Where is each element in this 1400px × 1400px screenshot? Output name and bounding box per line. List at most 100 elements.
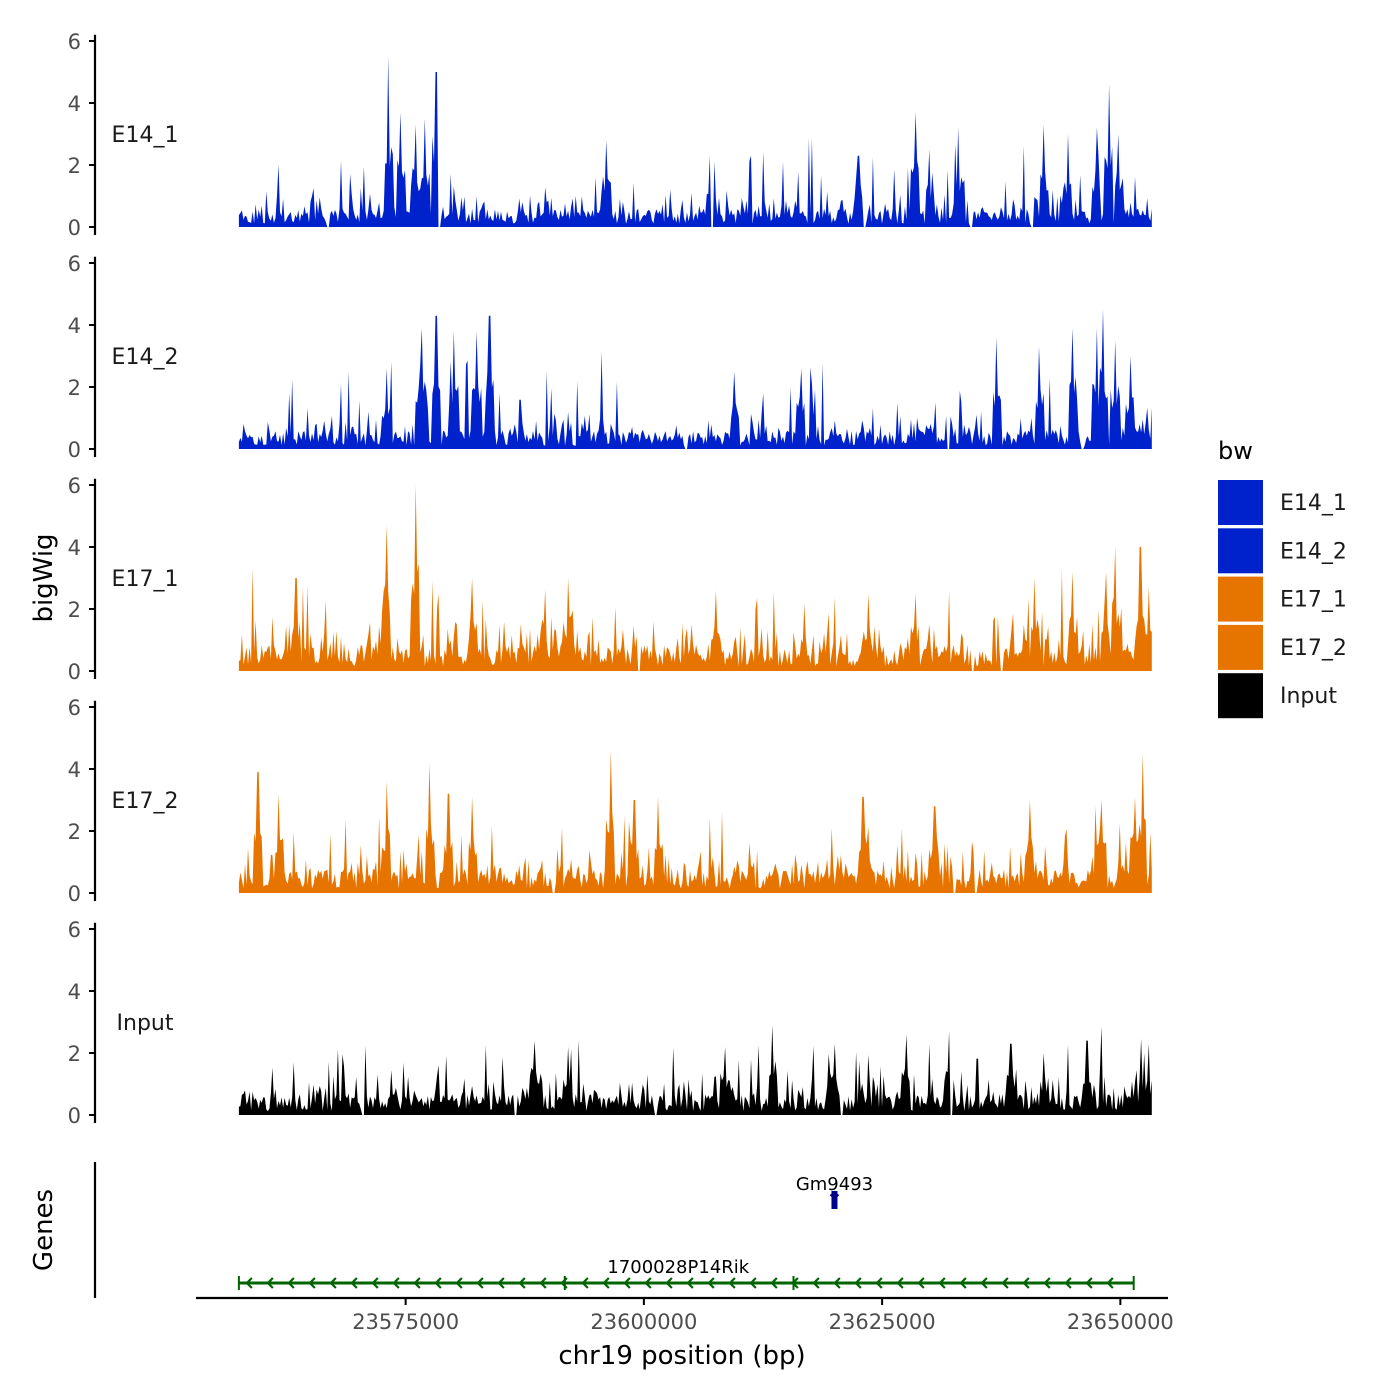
signal-tracks: 0 2 4 6 E14_1 0 2 4 6 E14_2 0 2 4 6 E17_1 0 2 4 6 E17_2 0 2 4 6… [68,30,1152,1128]
strand-arrow [623,1277,631,1289]
strand-arrow [455,1277,463,1289]
strand-arrow [854,1277,862,1289]
strand-arrow [1022,1277,1030,1289]
strand-arrow [1085,1277,1093,1289]
strand-arrow [1001,1277,1009,1289]
legend-label: E14_1 [1280,491,1347,516]
gene-label: Gm9493 [796,1174,873,1195]
legend-label: E17_1 [1280,588,1347,613]
track-label: E14_1 [112,123,179,148]
strand-arrow [829,1190,840,1197]
y-tick-label: 6 [68,696,81,720]
strand-arrow [686,1277,694,1289]
track-e17_2: 0 2 4 6 E17_2 [68,696,1152,906]
strand-arrow [581,1277,589,1289]
legend-entry-e17_2: E17_2 [1218,624,1347,670]
x-tick-label: 23575000 [352,1310,459,1334]
y-tick-label: 0 [68,660,81,684]
strand-arrow [959,1277,967,1289]
gene-gm9493: Gm9493 [796,1174,873,1209]
coverage-area [238,56,1152,227]
track-input: 0 2 4 6 Input [68,918,1152,1128]
track-e17_1: 0 2 4 6 E17_1 [68,474,1152,684]
y-tick-label: 0 [68,882,81,906]
y-tick-label: 4 [68,980,81,1004]
strand-arrow [434,1277,442,1289]
strand-arrow [707,1277,715,1289]
track-label: E17_1 [112,567,179,592]
strand-arrow [812,1277,820,1289]
strand-arrow [560,1277,568,1289]
gene-label: 1700028P14Rik [607,1257,749,1278]
legend-label: E14_2 [1280,539,1347,564]
strand-arrow [518,1277,526,1289]
y-tick-label: 6 [68,30,81,54]
y-tick-label: 6 [68,918,81,942]
legend-title: bw [1218,437,1253,465]
y-tick-label: 2 [68,820,81,844]
strand-arrow [287,1277,295,1289]
x-axis-title: chr19 position (bp) [558,1341,805,1371]
strand-arrow [749,1277,757,1289]
legend-label: E17_2 [1280,636,1347,661]
strand-arrow [644,1277,652,1289]
strand-arrow [413,1277,421,1289]
y-tick-label: 4 [68,758,81,782]
track-label: Input [117,1011,174,1036]
legend-swatch [1218,624,1263,670]
coverage-area [238,1025,1152,1115]
legend-entry-e14_1: E14_1 [1218,480,1347,525]
strand-arrow [770,1277,778,1289]
legend-swatch [1218,480,1263,525]
x-tick-label: 23600000 [590,1310,697,1334]
legend-swatch [1218,528,1263,574]
y-tick-label: 0 [68,1104,81,1128]
strand-arrow [917,1277,925,1289]
coverage-area [238,309,1152,449]
strand-arrow [728,1277,736,1289]
strand-arrow [266,1277,274,1289]
strand-arrow [980,1277,988,1289]
strand-arrow [329,1277,337,1289]
gene-1700028p14rik: 1700028P14Rik [237,1257,1135,1290]
y-tick-label: 6 [68,474,81,498]
y-tick-label: 4 [68,314,81,338]
strand-arrow [791,1277,799,1289]
y-tick-label: 4 [68,536,81,560]
strand-arrow [833,1277,841,1289]
y-tick-label: 2 [68,154,81,178]
gene-exon-block [831,1191,838,1209]
strand-arrow [245,1277,253,1289]
strand-arrow [875,1277,883,1289]
legend-label: Input [1280,684,1337,709]
strand-arrow [476,1277,484,1289]
y-tick-label: 0 [68,438,81,462]
track-e14_2: 0 2 4 6 E14_2 [68,252,1152,462]
strand-arrow [371,1277,379,1289]
strand-arrow [1043,1277,1051,1289]
legend-entry-e17_1: E17_1 [1218,576,1347,622]
strand-arrow [539,1277,547,1289]
track-label: E17_2 [112,789,179,814]
strand-arrow [1064,1277,1072,1289]
legend-entry-input: Input [1218,673,1337,719]
strand-arrow [602,1277,610,1289]
x-tick-label: 23650000 [1067,1310,1174,1334]
strand-arrow [392,1277,400,1289]
strand-arrow [665,1277,673,1289]
coverage-area [238,750,1152,893]
y-tick-label: 2 [68,1042,81,1066]
strand-arrow [896,1277,904,1289]
y-tick-label: 2 [68,598,81,622]
strand-arrow [497,1277,505,1289]
y-tick-label: 4 [68,92,81,116]
coverage-area [238,485,1152,671]
legend-entry-e14_2: E14_2 [1218,528,1347,574]
strand-arrow [938,1277,946,1289]
legend-swatch [1218,673,1263,719]
x-tick-label: 23625000 [829,1310,936,1334]
legend: E14_1 E14_2 E17_1 E17_2 Input [1218,480,1347,719]
strand-arrow [1106,1277,1114,1289]
genes-axis-title: Genes [29,1189,59,1271]
